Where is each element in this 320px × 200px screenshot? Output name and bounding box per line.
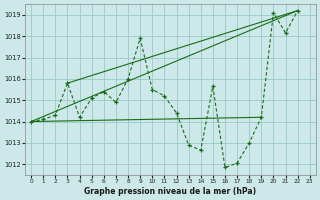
- X-axis label: Graphe pression niveau de la mer (hPa): Graphe pression niveau de la mer (hPa): [84, 187, 257, 196]
